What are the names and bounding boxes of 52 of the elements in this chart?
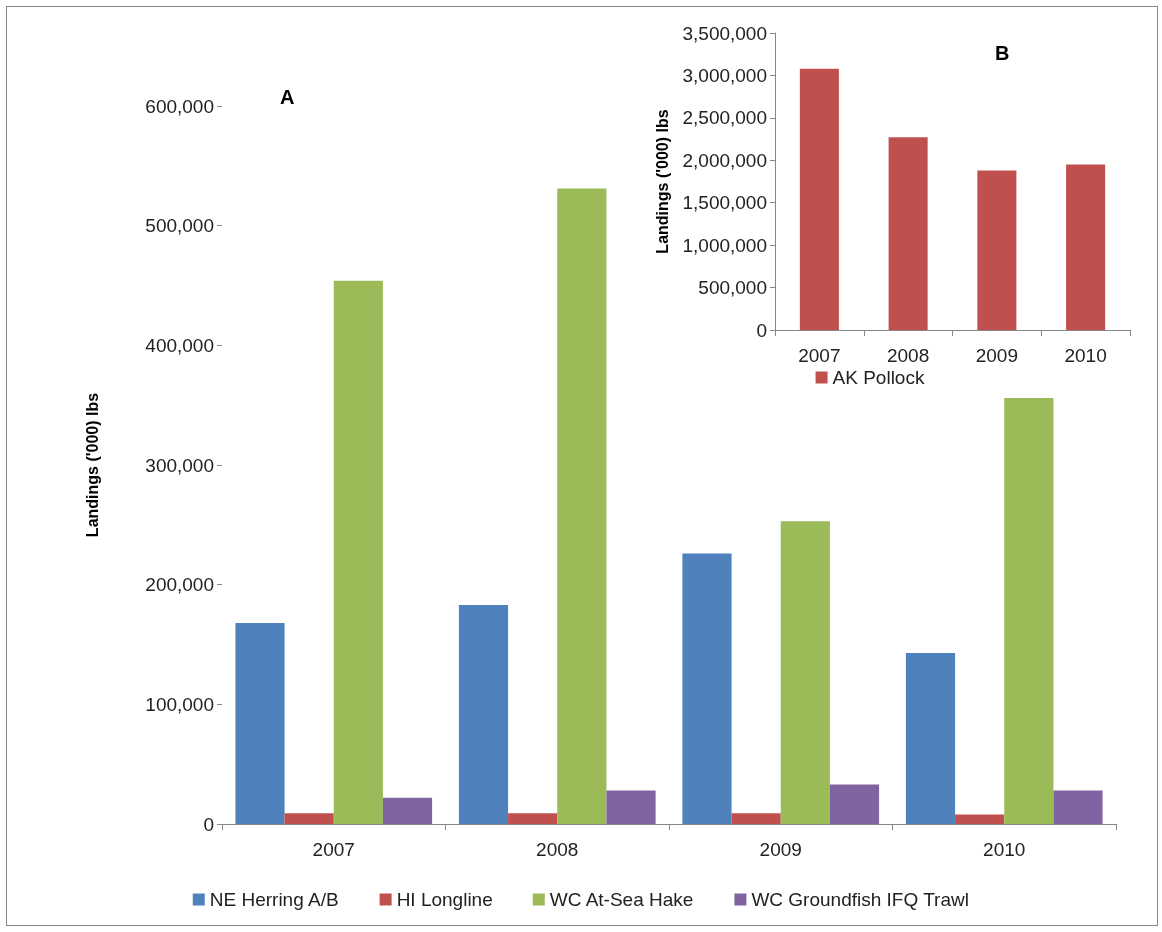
bar bbox=[235, 622, 285, 824]
y-tick-label: 500,000 bbox=[145, 215, 214, 237]
legend-label: WC At-Sea Hake bbox=[549, 889, 694, 910]
y-tick-label: 3,500,000 bbox=[682, 22, 767, 44]
y-tick-label: 2,500,000 bbox=[682, 107, 767, 129]
legend-label: AK Pollock bbox=[832, 367, 925, 388]
y-tick-label: 2,000,000 bbox=[682, 149, 767, 171]
bar bbox=[731, 813, 781, 824]
y-tick-label: 100,000 bbox=[145, 693, 214, 715]
y-axis-title: Landings ('000) lbs bbox=[653, 109, 671, 254]
legend-label: NE Herring A/B bbox=[209, 889, 339, 910]
chart-title: B bbox=[995, 42, 1010, 64]
bar bbox=[888, 137, 928, 330]
bar bbox=[905, 652, 956, 824]
x-tick-label: 2009 bbox=[759, 839, 802, 860]
x-tick-label: 2010 bbox=[1064, 345, 1107, 366]
bar bbox=[606, 790, 656, 824]
bar bbox=[1004, 397, 1054, 824]
bar bbox=[682, 553, 732, 824]
y-tick-label: 3,000,000 bbox=[682, 64, 767, 86]
bar bbox=[1066, 164, 1106, 330]
bar bbox=[829, 784, 880, 824]
y-tick-label: 200,000 bbox=[145, 574, 214, 596]
y-tick-label: 500,000 bbox=[698, 277, 767, 299]
y-tick-label: 0 bbox=[756, 319, 767, 341]
bar bbox=[557, 188, 607, 824]
bar bbox=[799, 68, 839, 330]
bar bbox=[955, 814, 1005, 824]
y-tick-label: 300,000 bbox=[145, 454, 214, 476]
y-axis-title: Landings ('000) lbs bbox=[83, 392, 101, 538]
y-tick-label: 1,500,000 bbox=[682, 192, 767, 214]
bar bbox=[977, 170, 1017, 330]
x-tick-label: 2010 bbox=[983, 839, 1026, 860]
bar bbox=[284, 813, 334, 824]
y-tick-label: 1,000,000 bbox=[682, 234, 767, 256]
x-tick-label: 2009 bbox=[975, 345, 1019, 366]
y-tick-label: 600,000 bbox=[145, 95, 214, 117]
bar bbox=[1053, 790, 1103, 824]
legend-label: HI Longline bbox=[396, 889, 493, 910]
x-tick-label: 2007 bbox=[312, 839, 355, 860]
x-tick-label: 2008 bbox=[536, 839, 579, 860]
chart-title: A bbox=[280, 86, 295, 108]
bar bbox=[508, 813, 558, 824]
bar bbox=[458, 605, 509, 824]
x-tick-label: 2008 bbox=[886, 345, 930, 366]
bar bbox=[780, 521, 830, 824]
bar bbox=[333, 280, 383, 824]
legend-label: WC Groundfish IFQ Trawl bbox=[751, 889, 969, 910]
y-tick-label: 400,000 bbox=[145, 334, 214, 356]
y-tick-label: 0 bbox=[203, 813, 214, 835]
x-tick-label: 2007 bbox=[798, 345, 841, 366]
bar bbox=[382, 797, 433, 824]
